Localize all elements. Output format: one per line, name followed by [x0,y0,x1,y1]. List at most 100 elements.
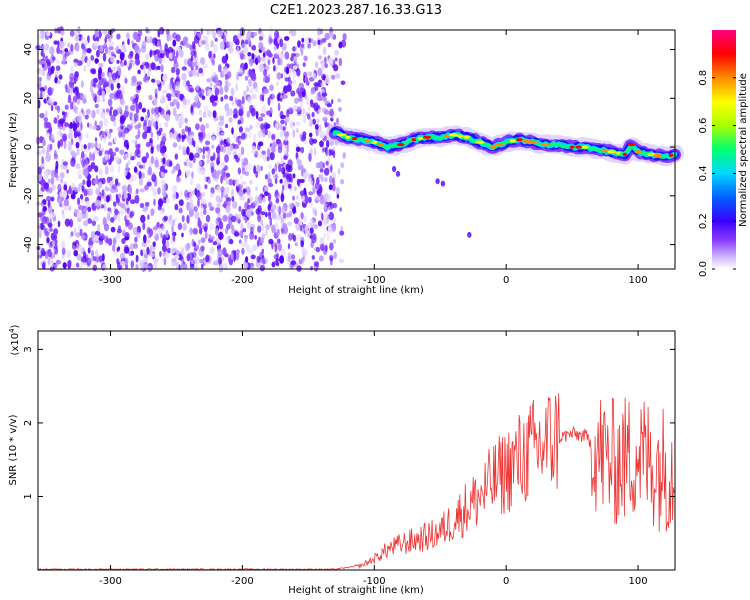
noise-dot [291,254,296,260]
noise-dot [120,62,125,67]
noise-dot [292,173,296,179]
noise-dot [59,172,65,179]
noise-dot [141,241,148,248]
noise-dot [105,108,110,113]
noise-dot [104,165,109,175]
noise-dot [186,69,190,75]
noise-dot [254,150,259,155]
noise-dot [316,92,322,101]
noise-dot [129,243,135,250]
noise-dot [255,171,259,178]
noise-dot [212,152,216,161]
noise-dot [248,130,252,139]
noise-dot [189,263,195,269]
noise-dot [181,133,187,140]
noise-dot [218,231,224,240]
noise-dot [50,211,56,218]
noise-dot [110,165,115,173]
noise-dot [110,51,115,57]
noise-dot [193,206,198,212]
noise-dot [166,93,172,99]
noise-dot [316,189,322,195]
noise-dot [152,188,157,197]
noise-dot [124,127,130,134]
colorbar-tick-label: 0.4 [698,165,709,181]
noise-dot [193,35,200,44]
noise-dot [255,122,261,129]
ridge-peak [444,134,450,138]
noise-dot [102,30,108,35]
noise-dot [115,90,120,100]
noise-dot [206,153,211,159]
ridge-peak [418,136,423,141]
noise-dot [93,42,99,47]
noise-dot [218,256,222,265]
noise-dot [241,247,245,255]
noise-dot [70,158,76,167]
noise-dot [294,52,300,58]
noise-dot [191,171,194,180]
noise-dot [161,135,167,143]
noise-dot [337,168,341,175]
noise-dot [154,56,160,62]
noise-dot [45,171,49,180]
noise-dot [200,197,204,205]
noise-dot [237,67,244,75]
noise-dot [84,211,89,219]
spectrogram-x-label: Height of straight line (km) [288,285,424,296]
noise-dot [299,133,303,139]
noise-dot [255,186,259,192]
noise-dot [288,233,293,241]
noise-dot [70,150,76,156]
noise-dot [123,109,129,118]
noise-dot [175,163,181,171]
noise-dot [275,205,280,213]
noise-dot [200,169,206,176]
noise-dot [38,190,43,199]
y-tick-label: 40 [23,43,34,56]
noise-dot [75,43,80,52]
noise-dot [184,125,189,132]
noise-dot [115,188,119,193]
noise-dot [174,203,179,211]
noise-dot [259,94,263,101]
noise-dot [263,153,269,163]
noise-dot [279,53,284,59]
noise-dot [247,204,251,210]
noise-dot [261,104,267,114]
noise-dot [209,246,215,255]
ridge-peak [509,139,516,143]
noise-dot [257,195,263,204]
noise-dot [169,77,173,85]
noise-dot [148,126,152,134]
noise-dot [160,64,164,73]
noise-dot [322,147,327,152]
noise-dot [253,165,257,175]
noise-dot [297,165,302,171]
noise-dot [323,232,327,239]
noise-dot [318,255,324,262]
noise-dot [139,188,145,193]
noise-dot [113,250,119,256]
noise-dot [300,100,304,107]
noise-dot [82,179,86,185]
noise-dot [221,55,227,64]
noise-dot [177,222,183,231]
noise-dot [224,154,229,163]
noise-dot [160,94,166,104]
noise-dot [337,98,342,103]
noise-dot [324,167,330,176]
noise-dot [98,67,103,75]
noise-dot [135,58,141,66]
noise-dot [107,141,113,146]
noise-dot [267,171,271,181]
noise-dot [300,146,305,154]
noise-dot [88,240,94,246]
noise-dot [309,227,314,234]
noise-dot [68,80,73,88]
noise-dot [111,72,117,81]
noise-dot [142,40,147,47]
noise-dot [110,83,114,91]
noise-dot [267,59,271,66]
noise-dot [212,241,218,246]
